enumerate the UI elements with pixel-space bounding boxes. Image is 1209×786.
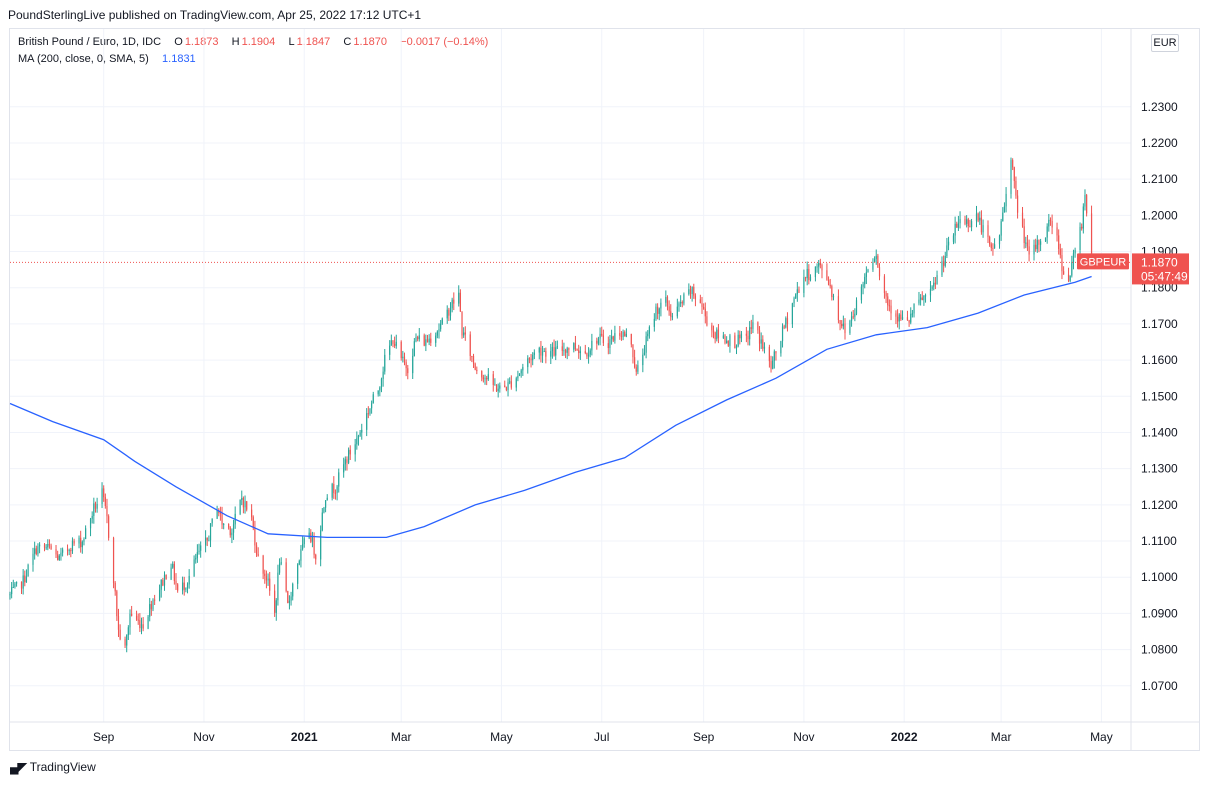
currency-button[interactable]: EUR [1151, 34, 1179, 52]
footer-brand: TradingView [29, 760, 96, 774]
close-value: 1.1870 [353, 36, 388, 48]
symbol-title: British Pound / Euro, 1D, IDC [18, 36, 162, 48]
close-label: C [343, 36, 352, 48]
ma-value: 1.1831 [162, 53, 196, 65]
low-label: L [288, 36, 295, 48]
high-value: 1.1904 [241, 36, 276, 48]
publisher-note: PoundSterlingLive published on TradingVi… [8, 8, 422, 22]
low-value: 1.1847 [296, 36, 331, 48]
ma-label: MA (200, close, 0, SMA, 5) [18, 53, 149, 65]
tradingview-logo-icon: ▄◤ [10, 760, 27, 774]
open-value: 1.1873 [184, 36, 219, 48]
high-label: H [231, 36, 240, 48]
footer[interactable]: ▄◤ TradingView [10, 760, 96, 774]
change-value: −0.0017 (−0.14%) [400, 36, 489, 48]
chart-frame [9, 28, 1200, 751]
ma-legend[interactable]: MA (200, close, 0, SMA, 5) 1.1831 [18, 53, 198, 65]
open-label: O [174, 36, 183, 48]
